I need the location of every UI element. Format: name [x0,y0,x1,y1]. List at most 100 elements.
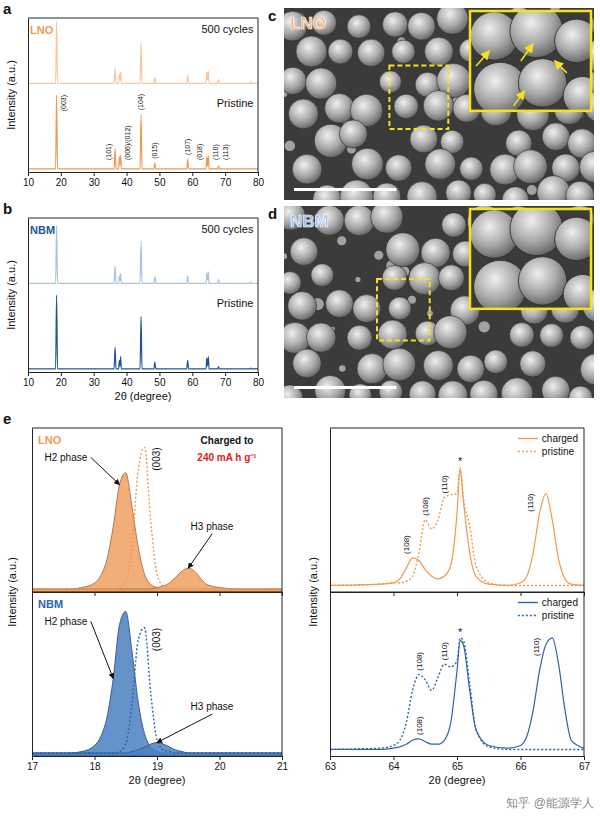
tick-mark [94,172,95,176]
particle [514,150,548,184]
line [28,295,258,369]
tick-mark [258,172,259,176]
tick-label: 67 [579,761,591,772]
particle [502,187,529,200]
tick-label: 63 [325,761,337,772]
x-axis-title: 2θ (degree) [429,774,486,786]
peak-label: (110) [526,493,535,511]
frame [330,592,584,593]
frame [258,218,259,372]
tick: 70 [220,372,232,388]
particle [394,94,419,119]
particle [457,355,484,382]
series-label: H2 phase [45,452,88,463]
series-label: (003) [151,447,162,470]
tick: 60 [187,172,199,188]
tick-mark [394,756,395,760]
particle [437,8,469,34]
particle [563,275,591,309]
tick [394,592,395,596]
particle [344,206,375,236]
legend-swatch [518,438,538,439]
particle [510,209,563,256]
legend-swatch [518,615,538,616]
tick: 19 [152,756,164,772]
arrow [91,621,114,678]
line [28,22,258,84]
peak-label: (101) [105,144,113,160]
particle [296,36,327,67]
tick-mark [95,756,96,760]
axis-line [330,593,331,757]
peak-label: (110) [440,642,449,660]
tick [157,592,158,596]
zoom-box [389,66,448,129]
frame [258,18,259,172]
area [32,611,282,756]
line [32,447,282,589]
series-label: H3 phase [191,521,234,532]
title: LNO [30,24,54,36]
tick-mark [157,592,158,596]
tick-mark [225,372,226,376]
particle [311,264,334,287]
legend: chargedpristine [518,433,578,457]
tick-label: 20 [56,377,68,388]
particle [518,257,566,305]
particle [501,378,533,398]
legend-label: charged [542,433,578,444]
tick [457,592,458,596]
annotation: Charged to [201,435,254,446]
series-label: H3 phase [191,701,234,712]
inset-arrow [555,61,567,73]
series-label: 500 cycles [201,223,253,235]
fragment [355,277,360,282]
x-axis-title: 2θ (degree) [115,390,172,402]
tick-mark [584,756,585,760]
y-axis [28,19,29,173]
chart: 63646566672θ (degree)chargedpristine(108… [325,592,591,786]
tick: 50 [154,372,166,388]
y-axis [330,593,331,757]
particle [555,217,591,261]
series-label: 500 cycles [201,23,253,35]
x-axis [33,592,283,596]
tick: 63 [325,756,337,772]
tick-label: 65 [452,761,464,772]
particle [537,176,570,200]
tick-mark [225,172,226,176]
tick-mark [127,372,128,376]
tick-mark [282,756,283,760]
particle [288,99,318,129]
panel-letter: a [3,0,12,17]
tick-label: 64 [388,761,400,772]
y-axis [32,429,33,593]
tick-label: 30 [89,177,101,188]
y-axis-title: Intensity (a.u.) [5,260,17,330]
tick: 21 [277,756,289,772]
particle [373,183,401,200]
particle [579,151,594,182]
particle [434,316,467,349]
micrograph: NBMd [268,201,600,411]
legend-label: pristine [542,610,575,621]
micrograph-image [284,206,594,398]
peak-label: (108) [421,497,430,516]
plot-area [32,611,282,756]
inset [470,209,591,309]
tick-mark [127,172,128,176]
tick-mark [220,756,221,760]
title: LNO [38,434,62,446]
particle [284,67,307,94]
title: NBM [38,598,63,610]
series-label: (003) [151,628,162,651]
particle [569,386,593,398]
particle [379,380,402,398]
tick [521,592,522,596]
tick: 10 [23,372,35,388]
scale-bar [294,386,396,389]
fragment [527,185,537,195]
tick-mark [192,172,193,176]
particle [407,182,437,200]
inset-arrow [521,44,533,61]
